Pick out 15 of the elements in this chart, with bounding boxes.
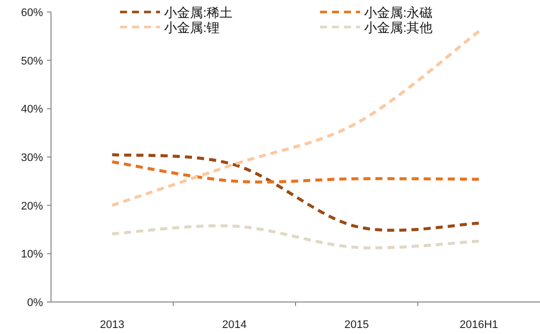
- y-tick-label: 0%: [27, 297, 44, 309]
- y-tick-label: 20%: [20, 200, 44, 212]
- x-tick-label: 2014: [222, 319, 247, 331]
- legend-label: 小金属:永磁: [364, 5, 433, 20]
- legend-label: 小金属:稀土: [164, 5, 233, 20]
- y-tick-label: 10%: [20, 248, 44, 261]
- y-tick-label: 60%: [20, 7, 44, 19]
- legend-label: 小金属:锂: [164, 20, 220, 35]
- legend-label: 小金属:其他: [364, 20, 433, 35]
- y-tick-label: 40%: [20, 104, 44, 116]
- y-tick-label: 30%: [20, 152, 44, 164]
- x-tick-label: 2015: [344, 319, 369, 331]
- y-tick-label: 50%: [20, 55, 44, 68]
- x-tick-label: 2013: [100, 319, 124, 331]
- x-tick-label: 2016H1: [460, 319, 498, 331]
